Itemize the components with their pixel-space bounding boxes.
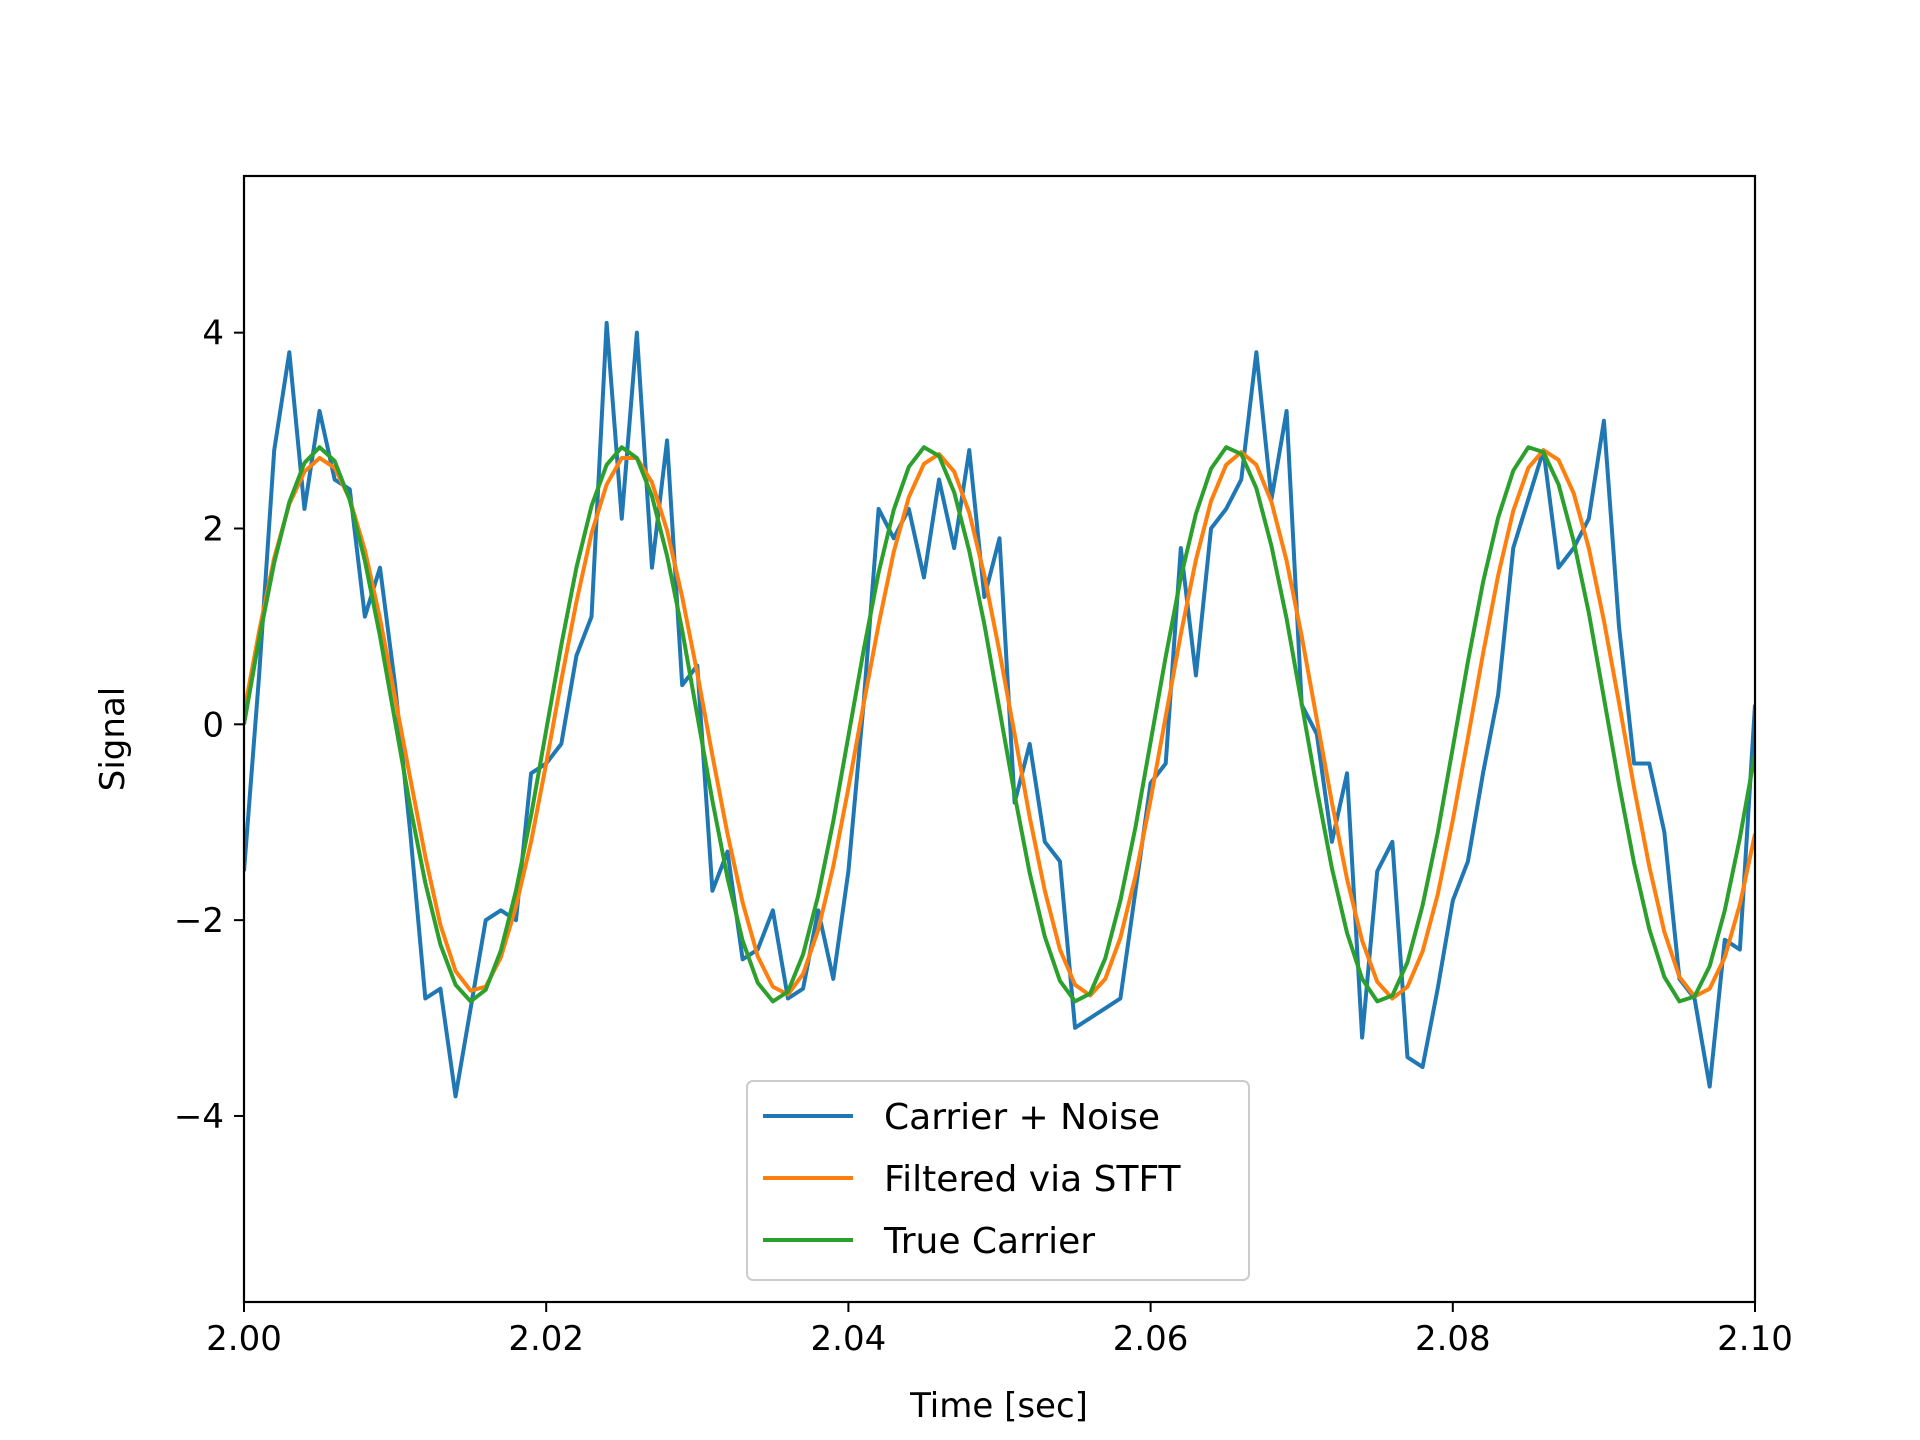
series-line-true-carrier (244, 445, 1755, 1004)
y-tick-label: 4 (202, 314, 224, 354)
x-axis-label: Time [sec] (909, 1386, 1088, 1426)
series-line-filtered-via-stft (244, 448, 1755, 1001)
legend: Carrier + Noise Filtered via STFT True C… (746, 1080, 1250, 1281)
y-axis-ticks: −4 −2 0 2 4 (174, 314, 244, 1137)
y-tick-label: 2 (202, 509, 224, 549)
x-tick-label: 2.04 (811, 1319, 887, 1359)
y-tick-label: −2 (174, 901, 224, 941)
x-tick-label: 2.08 (1415, 1319, 1491, 1359)
legend-box (746, 1080, 1250, 1281)
legend-label-carrier-noise: Carrier + Noise (884, 1097, 1160, 1138)
legend-label-true-carrier: True Carrier (883, 1221, 1095, 1262)
plot-frame (242, 174, 1757, 1304)
series-layer (244, 320, 1755, 1099)
x-axis-ticks: 2.00 2.02 2.04 2.06 2.08 2.10 (206, 1302, 1793, 1359)
y-tick-label: 0 (202, 705, 224, 745)
y-tick-label: −4 (174, 1097, 224, 1137)
x-tick-label: 2.06 (1113, 1319, 1189, 1359)
legend-label-filtered-stft: Filtered via STFT (884, 1159, 1182, 1200)
x-tick-label: 2.02 (508, 1319, 584, 1359)
y-axis-label: Signal (93, 687, 133, 791)
series-line-carrier-noise (244, 320, 1755, 1099)
x-tick-label: 2.10 (1717, 1319, 1793, 1359)
x-tick-label: 2.00 (206, 1319, 282, 1359)
